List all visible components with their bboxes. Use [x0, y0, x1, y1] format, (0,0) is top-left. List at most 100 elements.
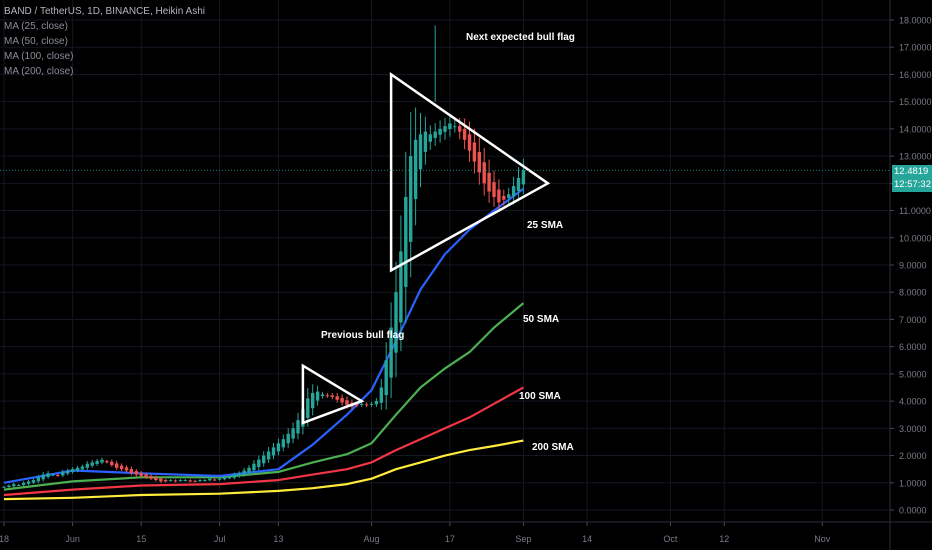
candle-body — [247, 467, 251, 473]
candle-body — [482, 162, 486, 184]
candle-body — [521, 170, 526, 185]
sma200-label: 200 SMA — [532, 442, 574, 453]
candle-body — [41, 474, 45, 480]
candle-body — [467, 134, 472, 151]
candle-body — [477, 152, 481, 173]
candle-body — [433, 131, 437, 139]
candle-body — [418, 134, 423, 170]
price-tick-label: 15.0000 — [899, 97, 932, 107]
candle-body — [252, 463, 256, 471]
price-tick-label: 10.0000 — [899, 233, 932, 243]
price-tick-label: 0.0000 — [899, 506, 927, 516]
candle-body — [237, 473, 241, 477]
candle-body — [507, 194, 511, 198]
candle-body — [364, 404, 369, 406]
candle-body — [291, 428, 295, 439]
next-bull-flag-triangle — [389, 72, 551, 273]
candle-body — [213, 479, 217, 481]
candle-body — [296, 420, 300, 434]
price-tick-label: 16.0000 — [899, 70, 932, 80]
candle-body — [384, 360, 388, 396]
candle-body — [227, 477, 232, 479]
time-tick-label: 17 — [445, 534, 455, 544]
candle-body — [26, 481, 31, 484]
candle-body — [389, 327, 393, 378]
candle-body — [399, 251, 403, 323]
price-tick-label: 14.0000 — [899, 124, 932, 134]
sma50-label: 50 SMA — [523, 314, 560, 325]
price-tick-label: 11.0000 — [899, 206, 931, 216]
candle-body — [330, 395, 334, 398]
candle-body — [374, 401, 379, 405]
price-tick-label: 5.0000 — [899, 369, 927, 379]
sma100-label: 100 SMA — [519, 391, 561, 402]
time-tick-label: Sep — [515, 534, 531, 544]
candle-body — [423, 131, 428, 152]
time-tick-label: 14 — [582, 534, 592, 544]
candle-body — [168, 480, 173, 482]
candle-body — [75, 467, 80, 471]
legend-ma25[interactable]: MA (25, close) — [4, 21, 68, 32]
candle-body — [340, 397, 344, 403]
price-tick-label: 2.0000 — [899, 451, 927, 461]
price-tick-label: 9.0000 — [899, 261, 927, 271]
candle-body — [12, 484, 16, 487]
legend-ma50[interactable]: MA (50, close) — [4, 36, 68, 47]
candle-body — [497, 189, 501, 203]
candle-body — [70, 469, 75, 473]
candle-body — [369, 403, 374, 405]
candle-body — [448, 123, 452, 130]
candle-body — [134, 471, 138, 475]
candle-body — [516, 177, 521, 192]
legend-ma200[interactable]: MA (200, close) — [4, 66, 74, 77]
next-bull-flag-label: Next expected bull flag — [466, 32, 575, 43]
candle-body — [443, 126, 447, 132]
candle-body — [335, 396, 339, 400]
candle-body — [36, 477, 40, 482]
candle-body — [379, 387, 383, 403]
candle-body — [217, 478, 222, 480]
candle-body — [306, 398, 310, 419]
candle-body — [502, 195, 506, 200]
price-axis[interactable]: 0.0000 1.0000 2.0000 3.0000 4.0000 5.0000 6.00… — [889, 0, 932, 550]
candle-body — [110, 461, 114, 466]
time-tick-label: 15 — [136, 534, 146, 544]
price-tick-label: 17.0000 — [899, 43, 932, 53]
price-tick-label: 18.0000 — [899, 16, 932, 26]
candle-body — [66, 470, 70, 474]
candles — [2, 25, 526, 488]
candle-body — [394, 292, 398, 353]
candle-body — [428, 134, 432, 142]
candle-body — [262, 455, 266, 464]
candle-body — [85, 463, 89, 468]
candle-body — [355, 404, 359, 406]
candle-body — [90, 462, 94, 466]
candle-body — [193, 480, 197, 482]
time-axis[interactable]: 18 Jun 15 Jul 13 Aug 17 Sep 14 Oct 12 Nov — [0, 521, 932, 544]
candle-body — [286, 433, 290, 444]
time-tick-label: Jul — [214, 534, 226, 544]
symbol-title[interactable]: BAND / TetherUS, 1D, BINANCE, Heikin Ash… — [4, 6, 205, 17]
candle-body — [7, 485, 11, 487]
candle-body — [492, 182, 496, 197]
grid-lines — [0, 0, 890, 522]
candle-body — [257, 459, 261, 467]
candle-body — [56, 474, 60, 476]
time-tick-label: Jun — [65, 534, 80, 544]
candle-body — [487, 172, 491, 192]
candle-body — [61, 471, 65, 476]
candle-body — [311, 392, 315, 409]
legend-ma100[interactable]: MA (100, close) — [4, 51, 74, 62]
candle-body — [164, 480, 168, 482]
price-tick-label: 6.0000 — [899, 342, 927, 352]
candle-body — [46, 473, 50, 477]
bar-countdown-tag: 12:57:32 — [892, 178, 932, 192]
ma100-line — [3, 386, 524, 497]
candle-body — [409, 156, 413, 242]
time-tick-label: Oct — [663, 534, 678, 544]
candle-body — [154, 477, 158, 481]
candle-body — [320, 394, 325, 397]
sma25-label: 25 SMA — [527, 220, 564, 231]
candle-body — [100, 459, 104, 463]
